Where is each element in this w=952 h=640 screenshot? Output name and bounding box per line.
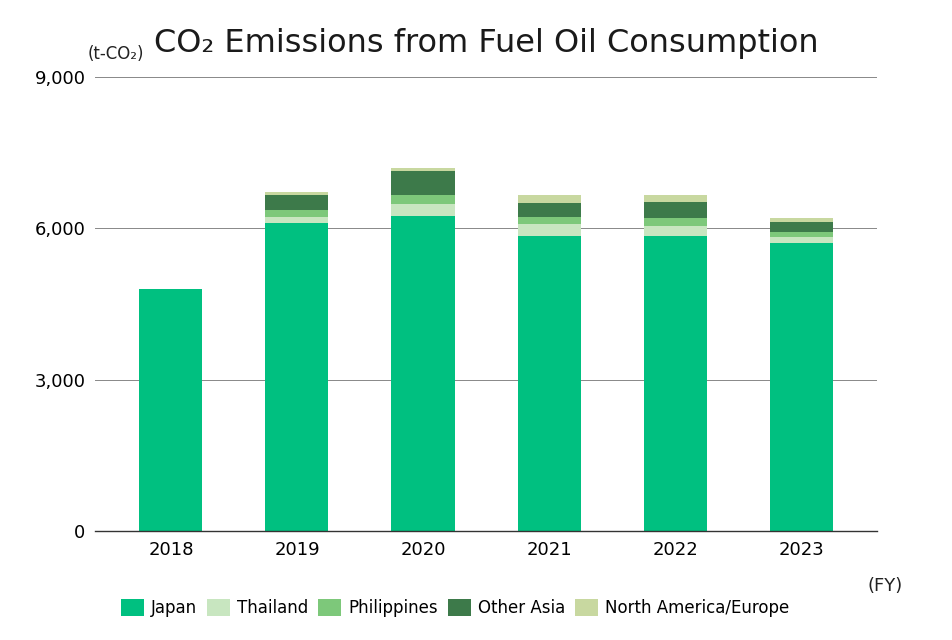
Bar: [391, 172, 454, 195]
Bar: [517, 236, 580, 531]
Title: CO₂ Emissions from Fuel Oil Consumption: CO₂ Emissions from Fuel Oil Consumption: [153, 28, 818, 59]
Bar: [643, 226, 705, 236]
Bar: [769, 218, 832, 221]
Bar: [643, 202, 705, 218]
Bar: [391, 195, 454, 204]
Bar: [769, 232, 832, 237]
Bar: [769, 221, 832, 232]
Bar: [266, 193, 328, 195]
Bar: [391, 216, 454, 531]
Bar: [643, 195, 705, 202]
Bar: [391, 204, 454, 216]
Bar: [769, 237, 832, 243]
Text: (t-CO₂): (t-CO₂): [88, 45, 144, 63]
Bar: [266, 195, 328, 210]
Bar: [266, 223, 328, 531]
Bar: [517, 202, 580, 217]
Legend: Japan, Thailand, Philippines, Other Asia, North America/Europe: Japan, Thailand, Philippines, Other Asia…: [120, 598, 788, 617]
Bar: [517, 224, 580, 236]
Bar: [266, 217, 328, 223]
Bar: [139, 289, 202, 531]
Text: (FY): (FY): [866, 577, 902, 595]
Bar: [643, 218, 705, 226]
Bar: [769, 243, 832, 531]
Bar: [391, 168, 454, 172]
Bar: [517, 195, 580, 202]
Bar: [266, 210, 328, 217]
Bar: [517, 217, 580, 224]
Bar: [643, 236, 705, 531]
